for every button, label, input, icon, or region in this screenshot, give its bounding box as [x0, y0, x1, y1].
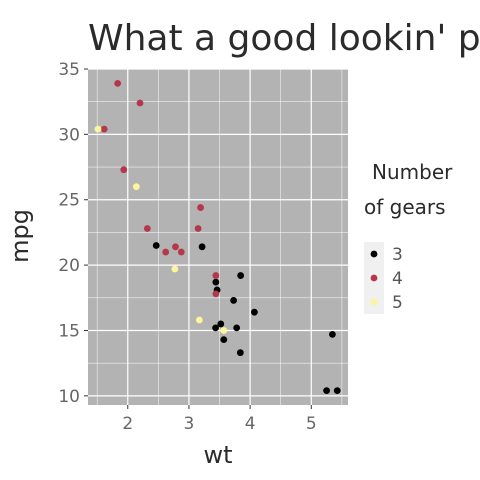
data-point-gear-4 [212, 290, 220, 298]
data-point-gear-3 [217, 320, 225, 328]
y-tick-label: 25 [58, 191, 80, 211]
legend-key-gear-5 [370, 298, 378, 306]
data-point-gear-3 [237, 272, 245, 279]
data-point-gear-4 [177, 248, 185, 256]
y-axis-title: mpg [6, 209, 34, 263]
plot-panel [88, 69, 348, 405]
data-point-gear-4 [212, 272, 220, 279]
x-tick-label: 4 [245, 414, 256, 434]
data-point-gear-5 [220, 327, 228, 334]
legend-key-gear-4 [370, 274, 378, 282]
legend-title-line: of gears [364, 195, 446, 219]
data-point-gear-4 [136, 99, 144, 107]
data-point-gear-4 [194, 225, 202, 232]
x-axis-ticks: 2 3 4 5 [122, 405, 317, 434]
data-point-gear-4 [197, 204, 204, 211]
data-point-gear-3 [198, 243, 206, 251]
legend-label-gear-3: 3 [392, 245, 403, 265]
y-axis-ticks: 10 15 20 25 30 35 [58, 60, 88, 407]
y-tick-label: 20 [58, 256, 80, 276]
data-point-gear-5 [132, 183, 140, 191]
data-point-gear-3 [152, 242, 160, 249]
data-point-gear-4 [120, 166, 128, 174]
legend-title-line: Number [372, 160, 453, 184]
data-points [94, 79, 341, 395]
data-point-gear-3 [212, 324, 219, 332]
data-point-gear-4 [162, 248, 170, 256]
data-point-gear-4 [114, 79, 122, 87]
data-point-gear-5 [171, 265, 179, 273]
data-point-gear-3 [230, 297, 238, 304]
x-axis-title: wt [203, 441, 232, 469]
data-point-gear-3 [236, 349, 244, 357]
data-point-gear-3 [251, 308, 258, 316]
data-point-gear-4 [143, 225, 151, 232]
data-point-gear-3 [212, 278, 220, 286]
data-point-gear-5 [195, 316, 203, 324]
x-tick-label: 3 [184, 414, 195, 434]
y-tick-label: 10 [58, 387, 80, 407]
legend: Number of gears 3 4 5 [364, 160, 453, 314]
data-point-gear-3 [220, 336, 228, 344]
y-tick-label: 30 [58, 125, 80, 145]
legend-key-gear-3 [370, 250, 378, 258]
data-point-gear-3 [333, 387, 341, 395]
x-tick-label: 2 [122, 414, 133, 434]
y-tick-label: 15 [58, 321, 80, 341]
x-tick-label: 5 [306, 414, 317, 434]
grid-minor [88, 69, 348, 405]
data-point-gear-3 [329, 331, 336, 338]
data-point-gear-5 [94, 125, 102, 133]
legend-label-gear-4: 4 [392, 269, 403, 289]
data-point-gear-4 [172, 243, 179, 251]
chart-title: What a good lookin' plot [88, 18, 480, 59]
data-point-gear-3 [323, 387, 330, 395]
data-point-gear-4 [100, 125, 108, 133]
legend-label-gear-5: 5 [392, 293, 403, 313]
grid-major [88, 68, 348, 405]
y-tick-label: 35 [58, 60, 80, 80]
data-point-gear-3 [233, 324, 241, 332]
